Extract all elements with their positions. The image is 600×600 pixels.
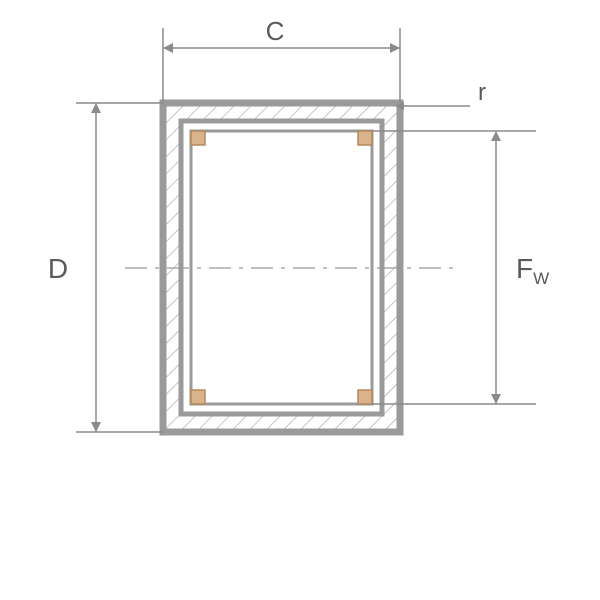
bearing-cross-section-diagram: CDFWr [0, 0, 600, 600]
corner-box-tl [191, 131, 205, 145]
corner-box-tr [358, 131, 372, 145]
dimension-d-label: D [48, 253, 68, 284]
corner-box-bl [191, 390, 205, 404]
dimension-c-label: C [266, 16, 285, 46]
dimension-r-label: r [478, 79, 486, 106]
corner-box-br [358, 390, 372, 404]
